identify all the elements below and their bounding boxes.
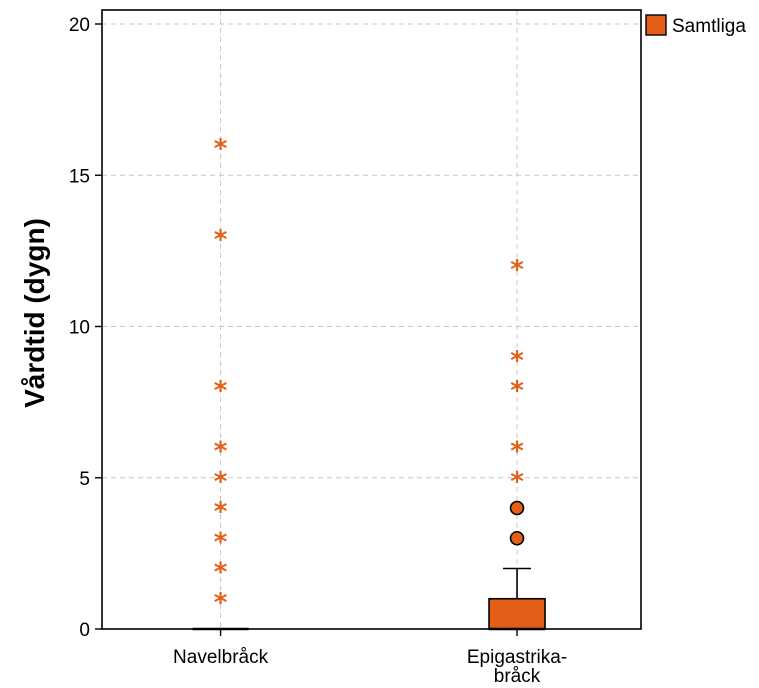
extreme-asterisk: * <box>214 497 228 527</box>
axes: 0 5 10 15 20 Navelbråck Epigastrika-bråck <box>69 9 642 687</box>
extreme-asterisk: * <box>214 588 228 618</box>
extreme-asterisk: * <box>214 225 228 255</box>
box <box>488 597 546 630</box>
extreme-asterisk: * <box>510 376 524 406</box>
y-tick-label: 15 <box>69 166 90 187</box>
legend: Samtliga <box>645 14 746 37</box>
x-tick-label: bråck <box>494 666 541 687</box>
x-tick-label: Epigastrika- <box>467 647 567 668</box>
extreme-asterisk: * <box>214 527 228 557</box>
grid-lines <box>102 10 641 629</box>
extreme-asterisk: * <box>214 558 228 588</box>
legend-swatch <box>645 14 667 36</box>
extreme-asterisk: * <box>510 346 524 376</box>
y-tick-label: 10 <box>69 318 90 339</box>
extreme-asterisk: * <box>510 467 524 497</box>
extreme-asterisk: * <box>510 437 524 467</box>
extreme-asterisk: * <box>214 134 228 164</box>
legend-label: Samtliga <box>672 16 746 37</box>
extreme-asterisk: * <box>510 255 524 285</box>
y-axis-label: Vårdtid (dygn) <box>19 218 50 408</box>
extreme-asterisk: * <box>214 467 228 497</box>
extreme-asterisk: * <box>214 376 228 406</box>
extreme-asterisk: * <box>214 437 228 467</box>
y-tick-label: 5 <box>79 469 90 490</box>
y-tick-label: 0 <box>79 620 90 641</box>
plot-frame <box>101 9 642 630</box>
x-tick-label: Navelbråck <box>173 647 269 668</box>
outlier-circle <box>509 500 525 516</box>
outlier-points: ************** <box>214 134 525 618</box>
boxes <box>192 567 546 631</box>
y-tick-label: 20 <box>69 15 90 36</box>
outlier-circle <box>509 530 525 546</box>
